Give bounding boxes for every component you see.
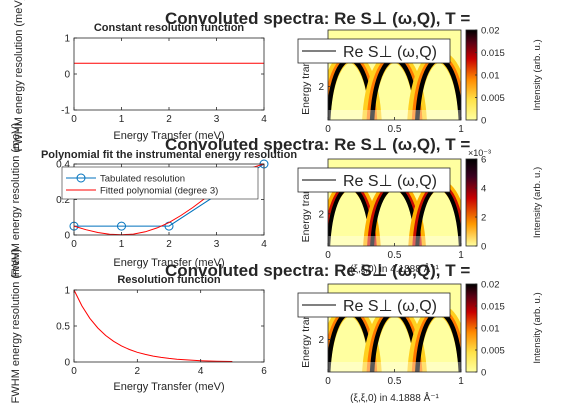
colorbar-tick-label: 0.015 — [481, 48, 505, 59]
x-tick-label: 1 — [119, 114, 125, 125]
legend-entry: Re S⊥ (ω,Q) — [343, 44, 437, 61]
colorbar-tick-label: 0.01 — [481, 71, 500, 82]
x-axis-label: Energy Transfer (meV) — [113, 381, 224, 393]
x-tick-label: 2 — [166, 114, 172, 125]
colorbar-tick-label: 0.02 — [481, 280, 500, 291]
x-tick-label: 1 — [458, 250, 464, 261]
x-tick-label: 0 — [325, 124, 331, 135]
y-tick-label: 1 — [64, 286, 70, 297]
colorbar-tick-label: 0.01 — [481, 324, 500, 335]
y-tick-label: 0 — [64, 70, 70, 81]
x-tick-label: 1 — [119, 239, 125, 250]
x-tick-label: 6 — [261, 366, 267, 377]
x-tick-label: 0 — [325, 250, 331, 261]
y-tick-label: 0 — [64, 231, 70, 242]
x-tick-label: 1 — [458, 124, 464, 135]
x-tick-label: 0.5 — [388, 376, 402, 387]
colorbar-tick-label: 0.005 — [481, 346, 505, 357]
legend-entry: Re S⊥ (ω,Q) — [343, 173, 437, 190]
y-tick-label: 2 — [318, 82, 324, 93]
y-tick-label: 1 — [64, 34, 70, 45]
x-tick-label: 0 — [71, 114, 77, 125]
colorbar-label: Intensity (arb. u.) — [532, 292, 543, 363]
y-tick-label: 0.5 — [56, 322, 70, 333]
x-tick-label: 0 — [71, 366, 77, 377]
colorbar-multiplier: ×10⁻³ — [468, 148, 491, 158]
legend-entry: Fitted polynomial (degree 3) — [100, 186, 218, 197]
x-tick-label: 3 — [214, 239, 220, 250]
y-tick-label: 2 — [318, 335, 324, 346]
x-tick-label: 4 — [261, 114, 267, 125]
x-tick-label: 0.5 — [388, 250, 402, 261]
x-tick-label: 3 — [214, 114, 220, 125]
colorbar-label: Intensity (arb. u.) — [532, 167, 543, 238]
colorbar-tick-label: 0.015 — [481, 302, 505, 313]
x-tick-label: 2 — [166, 239, 172, 250]
chart-title: Convoluted spectra: Re S⊥ (ω,Q), T = — [165, 135, 470, 154]
colorbar-tick-label: 0.005 — [481, 93, 505, 104]
legend-entry: Tabulated resolution — [100, 174, 185, 185]
x-tick-label: 2 — [135, 366, 141, 377]
plot-area — [74, 38, 264, 110]
colorbar-tick-label: 2 — [481, 213, 486, 224]
x-tick-label: 0.5 — [388, 124, 402, 135]
colorbar — [466, 159, 477, 246]
y-tick-label: 0 — [64, 358, 70, 369]
colorbar-tick-label: 0.02 — [481, 26, 500, 37]
x-tick-label: 4 — [261, 239, 267, 250]
colorbar-tick-label: 0 — [481, 368, 486, 379]
legend-entry: Re S⊥ (ω,Q) — [343, 298, 437, 315]
y-axis-label: FWHM energy resolution (meV) — [10, 249, 22, 404]
plot-area — [74, 290, 264, 362]
x-tick-label: 0 — [71, 239, 77, 250]
colorbar-tick-label: 0 — [481, 116, 486, 127]
chart-title: Convoluted spectra: Re S⊥ (ω,Q), T = — [165, 261, 470, 280]
y-tick-label: -1 — [61, 106, 70, 117]
colorbar-label: Intensity (arb. u.) — [532, 39, 543, 110]
heatmap-chart-2: 00.5124Energy transfer(ξ,ξ,0) in 4.1888 … — [300, 148, 543, 275]
y-tick-label: 2 — [318, 209, 324, 220]
colorbar-tick-label: 0 — [481, 242, 486, 253]
x-tick-label: 4 — [198, 366, 204, 377]
colorbar-tick-label: 4 — [481, 184, 486, 195]
x-axis-label: (ξ,ξ,0) in 4.1888 Å⁻¹ — [350, 391, 439, 404]
chart-title: Convoluted spectra: Re S⊥ (ω,Q), T = — [165, 9, 470, 28]
x-tick-label: 1 — [458, 376, 464, 387]
x-tick-label: 0 — [325, 376, 331, 387]
